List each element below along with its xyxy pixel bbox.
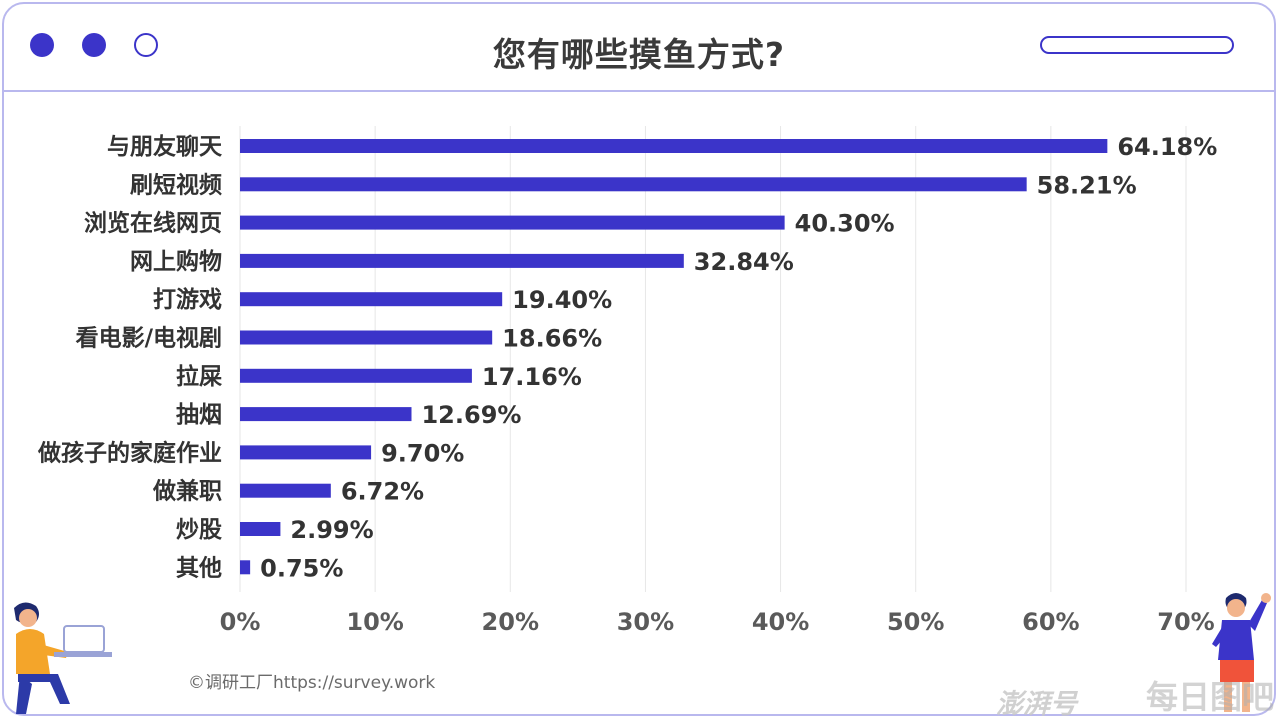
x-tick-label: 20% <box>482 608 539 636</box>
value-label: 19.40% <box>512 286 612 314</box>
bar <box>240 483 331 498</box>
x-tick-label: 10% <box>346 608 403 636</box>
category-label: 其他 <box>176 555 222 581</box>
value-label: 17.16% <box>482 363 582 391</box>
category-label: 与朋友聊天 <box>107 133 223 160</box>
category-label: 看电影/电视剧 <box>76 325 222 352</box>
bar <box>240 215 785 230</box>
bar <box>240 522 281 536</box>
bar <box>240 330 493 345</box>
bar <box>240 177 1027 192</box>
category-label: 做孩子的家庭作业 <box>37 439 222 466</box>
value-label: 64.18% <box>1117 133 1217 161</box>
x-tick-label: 70% <box>1157 608 1214 636</box>
bar <box>240 139 1108 153</box>
x-tick-label: 30% <box>617 608 674 636</box>
bar <box>240 292 503 307</box>
category-label: 抽烟 <box>176 402 222 428</box>
watermark-right: 每日图吧 <box>1146 678 1275 716</box>
category-label: 刷短视频 <box>130 171 222 198</box>
x-tick-label: 0% <box>220 608 261 636</box>
category-label: 做兼职 <box>152 478 222 505</box>
window-dot-3 <box>134 33 158 57</box>
category-label: 网上购物 <box>130 248 222 275</box>
window-dot-2 <box>82 33 106 57</box>
person-laptop-illustration <box>14 602 112 714</box>
category-label: 炒股 <box>176 517 222 543</box>
copyright-text: ©调研工厂https://survey.work <box>188 673 436 693</box>
category-label: 打游戏 <box>153 286 222 313</box>
bar <box>240 445 372 460</box>
watermark-left: 澎湃号 <box>996 689 1077 720</box>
value-label: 18.66% <box>502 325 602 353</box>
value-label: 58.21% <box>1037 171 1137 199</box>
bar <box>240 253 684 268</box>
value-label: 40.30% <box>795 210 895 238</box>
title-bar: 您有哪些摸鱼方式? <box>4 4 1274 92</box>
category-label: 拉屎 <box>176 363 223 390</box>
value-label: 9.70% <box>381 439 464 467</box>
value-label: 0.75% <box>260 554 343 582</box>
bar <box>240 407 412 422</box>
x-tick-label: 40% <box>752 608 809 636</box>
bar <box>240 560 251 575</box>
x-tick-label: 60% <box>1022 608 1079 636</box>
x-tick-label: 50% <box>887 608 944 636</box>
value-label: 12.69% <box>421 401 521 429</box>
value-label: 32.84% <box>694 248 794 276</box>
search-bar-decoration <box>1040 36 1234 54</box>
value-label: 6.72% <box>341 478 424 506</box>
chart-title: 您有哪些摸鱼方式? <box>492 35 786 74</box>
window-dot-1 <box>30 33 54 57</box>
category-label: 浏览在线网页 <box>84 210 222 237</box>
person-waving-illustration <box>1212 593 1271 712</box>
value-label: 2.99% <box>290 516 373 544</box>
bar <box>240 368 472 383</box>
